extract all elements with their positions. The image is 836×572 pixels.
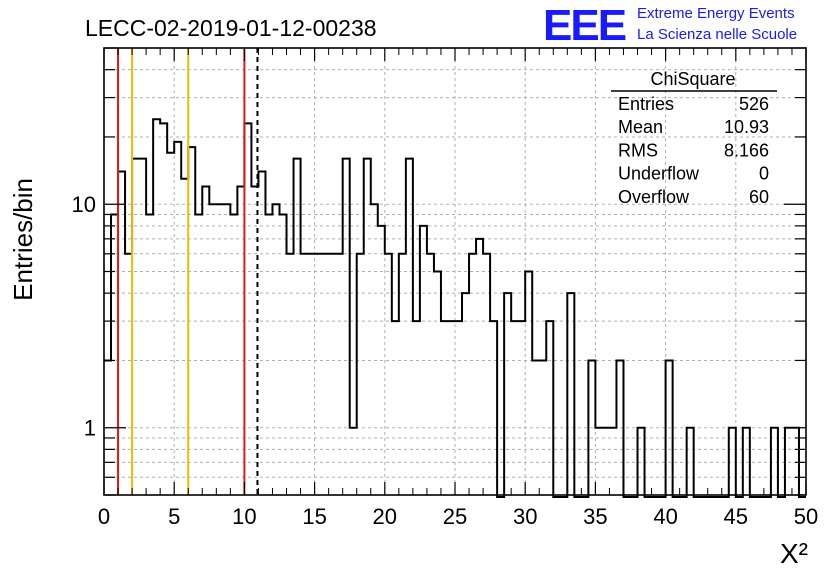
x-tick-label: 45 bbox=[724, 504, 748, 529]
x-tick-label: 20 bbox=[373, 504, 397, 529]
stats-value: 10.93 bbox=[724, 117, 769, 137]
x-tick-label: 50 bbox=[794, 504, 818, 529]
stats-value: 526 bbox=[739, 94, 769, 114]
grid bbox=[104, 48, 806, 495]
x-tick-label: 5 bbox=[168, 504, 180, 529]
stats-rows: Entries 526 Mean 10.93 RMS 8.166 Underflow 0 Ove… bbox=[618, 94, 769, 207]
stats-value: 60 bbox=[749, 187, 769, 207]
x-tick-label: 40 bbox=[653, 504, 677, 529]
stats-title: ChiSquare bbox=[650, 69, 735, 89]
stats-value: 8.166 bbox=[724, 140, 769, 160]
x-axis-label: X² bbox=[780, 538, 808, 569]
y-tick-labels: 1 10 bbox=[72, 192, 96, 440]
stats-box: ChiSquare Entries 526 Mean 10.93 RMS 8.166 Und… bbox=[611, 69, 777, 207]
logo: EEE Extreme Energy Events La Scienza nel… bbox=[543, 1, 797, 50]
stats-label: Mean bbox=[618, 117, 663, 137]
x-tick-label: 10 bbox=[232, 504, 256, 529]
stats-label: Underflow bbox=[618, 164, 700, 184]
x-tick-label: 15 bbox=[302, 504, 326, 529]
x-tick-label: 35 bbox=[583, 504, 607, 529]
vertical-lines bbox=[117, 48, 259, 495]
x-tick-labels: 0 5 10 15 20 25 30 35 40 45 50 bbox=[98, 504, 818, 529]
x-tick-label: 25 bbox=[443, 504, 467, 529]
x-tick-label: 30 bbox=[513, 504, 537, 529]
histogram-outline bbox=[104, 118, 806, 498]
stats-label: Overflow bbox=[618, 187, 690, 207]
ticks bbox=[103, 47, 807, 496]
logo-line1: Extreme Energy Events bbox=[637, 5, 795, 22]
x-tick-label: 0 bbox=[98, 504, 110, 529]
histogram bbox=[104, 118, 806, 498]
logo-line2: La Scienza nelle Scuole bbox=[637, 26, 797, 43]
chart-title: LECC-02-2019-01-12-00238 bbox=[85, 15, 377, 41]
y-tick-label: 1 bbox=[84, 416, 96, 441]
logo-mark: EEE bbox=[543, 1, 626, 50]
stats-value: 0 bbox=[759, 164, 769, 184]
y-axis-label: Entries/bin bbox=[8, 178, 38, 301]
stats-label: RMS bbox=[618, 140, 658, 160]
stats-label: Entries bbox=[618, 94, 674, 114]
y-tick-label: 10 bbox=[72, 192, 96, 217]
